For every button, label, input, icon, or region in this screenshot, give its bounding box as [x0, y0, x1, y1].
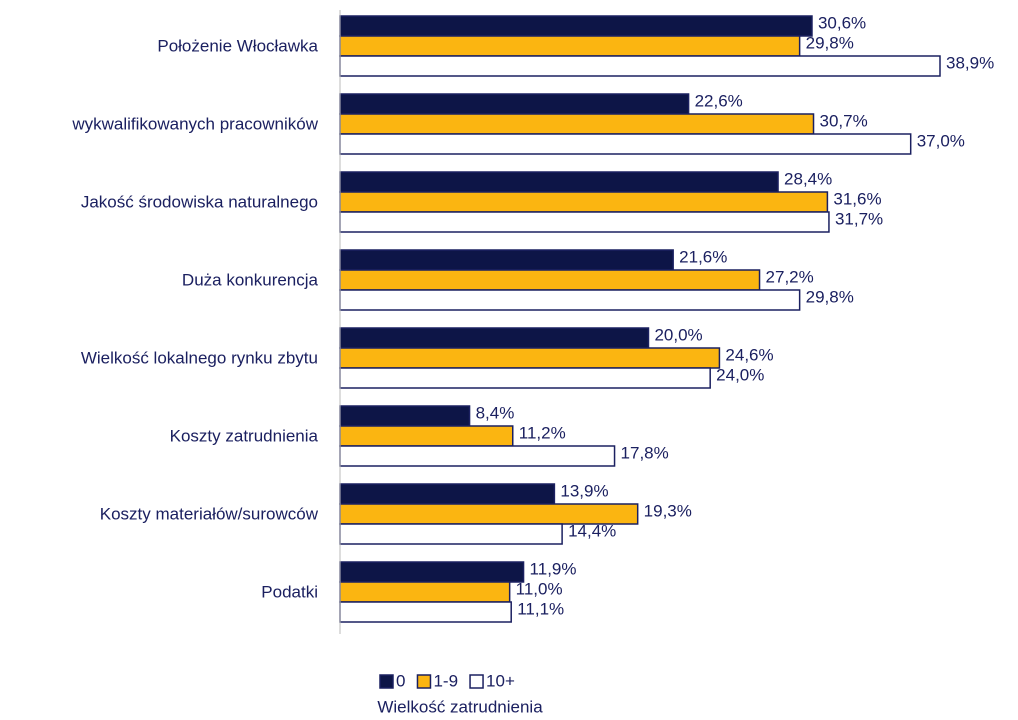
- legend-title: Wielkość zatrudnienia: [377, 697, 543, 716]
- category-label: Koszty materiałów/surowców: [100, 504, 319, 523]
- value-label: 24,6%: [725, 345, 773, 364]
- category-label: Koszty zatrudnienia: [170, 426, 319, 445]
- legend-label: 0: [396, 671, 405, 690]
- legend-swatch: [379, 674, 394, 689]
- bar: [339, 133, 912, 155]
- value-label: 8,4%: [476, 403, 515, 422]
- value-label: 14,4%: [568, 521, 616, 540]
- category-label: Jakość środowiska naturalnego: [81, 192, 318, 211]
- value-label: 11,2%: [519, 423, 566, 442]
- legend-swatch: [469, 674, 484, 689]
- bar: [339, 483, 556, 505]
- bar: [339, 445, 616, 467]
- value-label: 31,6%: [833, 189, 881, 208]
- category-label: Położenie Włocławka: [157, 36, 318, 55]
- bar: [339, 581, 511, 603]
- bar: [339, 93, 690, 115]
- value-label: 29,8%: [806, 33, 854, 52]
- bar: [339, 367, 711, 389]
- legend-swatch: [416, 674, 432, 689]
- value-label: 11,9%: [530, 559, 577, 578]
- value-label: 17,8%: [621, 443, 669, 462]
- bar: [339, 327, 650, 349]
- bar: [339, 425, 514, 447]
- value-label: 20,0%: [654, 325, 702, 344]
- value-label: 28,4%: [784, 169, 832, 188]
- bar: [339, 15, 813, 37]
- bar: [339, 523, 563, 545]
- category-label: wykwalifikowanych pracowników: [71, 114, 318, 133]
- bar: [339, 171, 779, 193]
- bar: [339, 289, 801, 311]
- bar: [339, 347, 721, 369]
- value-label: 24,0%: [716, 365, 764, 384]
- value-label: 21,6%: [679, 247, 727, 266]
- value-label: 38,9%: [946, 53, 994, 72]
- value-label: 11,1%: [517, 599, 564, 618]
- bar: [339, 561, 525, 583]
- legend-label: 10+: [486, 671, 515, 690]
- category-label: Podatki: [261, 582, 318, 601]
- value-label: 31,7%: [835, 209, 883, 228]
- value-label: 19,3%: [644, 501, 692, 520]
- bar: [339, 113, 815, 135]
- bar: [339, 601, 512, 623]
- bar: [339, 269, 761, 291]
- bar: [339, 191, 829, 213]
- value-label: 11,0%: [516, 579, 563, 598]
- value-label: 13,9%: [560, 481, 608, 500]
- category-label: Wielkość lokalnego rynku zbytu: [81, 348, 318, 367]
- value-label: 37,0%: [917, 131, 965, 150]
- legend-label: 1-9: [433, 671, 458, 690]
- bar: [339, 405, 471, 427]
- bar: [339, 35, 801, 57]
- value-label: 29,8%: [806, 287, 854, 306]
- value-label: 30,6%: [818, 13, 866, 32]
- bar: [339, 55, 941, 77]
- value-label: 22,6%: [695, 91, 743, 110]
- value-label: 30,7%: [820, 111, 868, 130]
- category-label: Duża konkurencja: [182, 270, 319, 289]
- bar: [339, 249, 674, 271]
- value-label: 27,2%: [766, 267, 814, 286]
- bar: [339, 211, 830, 233]
